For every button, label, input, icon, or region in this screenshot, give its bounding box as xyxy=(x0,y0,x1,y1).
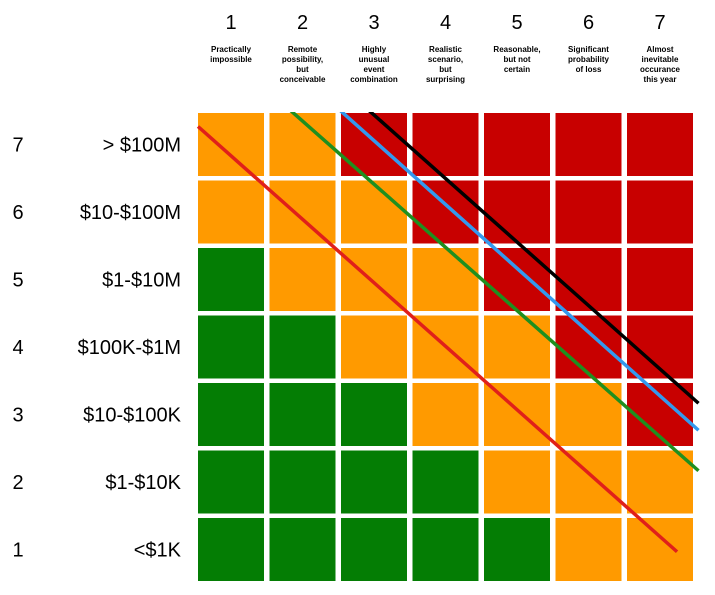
cell-impact1-likelihood3-green xyxy=(341,518,407,581)
cell-impact4-likelihood1-green xyxy=(198,315,264,379)
row-number-3: 3 xyxy=(12,405,23,427)
row-label-5: $1-$10M xyxy=(102,270,181,292)
column-description-1: Practically impossible xyxy=(210,45,252,64)
column-description-7: Almost inevitable occurance this year xyxy=(640,45,681,84)
column-number-7: 7 xyxy=(654,12,665,34)
row-label-6: $10-$100M xyxy=(80,202,181,224)
cell-impact5-likelihood7-red xyxy=(627,248,693,311)
column-number-3: 3 xyxy=(368,12,379,34)
column-headers: 1 Practically impossible 2 Remote possibility… xyxy=(210,12,680,84)
cell-impact7-likelihood1-orange xyxy=(198,113,264,176)
column-description-2: Remote possibility, but conceivable xyxy=(280,45,326,84)
cell-impact6-likelihood6-red xyxy=(555,180,622,244)
row-label-4: $100K-$1M xyxy=(78,337,181,359)
cell-impact6-likelihood2-orange xyxy=(269,180,336,244)
cell-impact1-likelihood7-orange xyxy=(627,518,693,581)
column-description-4: Realistic scenario, but surprising xyxy=(426,45,465,84)
row-headers: 7 > $100M 6 $10-$100M 5 $1-$10M 4 $100K-$1M 3 $10… xyxy=(12,135,181,562)
black-threshold-line xyxy=(368,112,700,405)
cell-impact5-likelihood4-orange xyxy=(412,248,479,311)
cell-impact5-likelihood6-red xyxy=(555,248,622,311)
cell-impact6-likelihood1-orange xyxy=(198,180,264,244)
cell-impact7-likelihood4-red xyxy=(412,113,479,176)
column-number-4: 4 xyxy=(440,12,451,34)
cell-impact4-likelihood2-green xyxy=(269,315,336,379)
cell-impact4-likelihood5-orange xyxy=(484,315,550,379)
red-threshold-line xyxy=(196,125,679,554)
row-number-1: 1 xyxy=(12,540,23,562)
matrix-cells xyxy=(198,113,693,581)
column-number-2: 2 xyxy=(297,12,308,34)
cell-impact2-likelihood5-orange xyxy=(484,450,550,514)
cell-impact5-likelihood2-orange xyxy=(269,248,336,311)
row-number-5: 5 xyxy=(12,270,23,292)
column-description-6: Significant probability of loss xyxy=(568,45,609,74)
cell-impact3-likelihood5-orange xyxy=(484,383,550,446)
cell-impact6-likelihood4-red xyxy=(412,180,479,244)
cell-impact2-likelihood3-green xyxy=(341,450,407,514)
row-number-4: 4 xyxy=(12,337,23,359)
blue-threshold-line xyxy=(339,112,700,432)
cell-impact5-likelihood5-red xyxy=(484,248,550,311)
row-number-6: 6 xyxy=(12,202,23,224)
cell-impact7-likelihood5-red xyxy=(484,113,550,176)
cell-impact7-likelihood7-red xyxy=(627,113,693,176)
green-threshold-line xyxy=(289,112,700,473)
cell-impact2-likelihood6-orange xyxy=(555,450,622,514)
cell-impact2-likelihood7-orange xyxy=(627,450,693,514)
cell-impact3-likelihood3-green xyxy=(341,383,407,446)
cell-impact6-likelihood7-red xyxy=(627,180,693,244)
cell-impact3-likelihood4-orange xyxy=(412,383,479,446)
column-number-5: 5 xyxy=(511,12,522,34)
column-number-6: 6 xyxy=(583,12,594,34)
cell-impact1-likelihood4-green xyxy=(412,518,479,581)
cell-impact7-likelihood3-red xyxy=(341,113,407,176)
column-number-1: 1 xyxy=(225,12,236,34)
row-label-3: $10-$100K xyxy=(83,405,182,427)
column-description-3: Highly unusual event combination xyxy=(350,45,398,84)
row-number-7: 7 xyxy=(12,135,23,157)
cell-impact2-likelihood2-green xyxy=(269,450,336,514)
threshold-lines xyxy=(196,112,700,554)
cell-impact7-likelihood6-red xyxy=(555,113,622,176)
cell-impact1-likelihood1-green xyxy=(198,518,264,581)
row-label-7: > $100M xyxy=(103,135,181,157)
column-description-5: Reasonable, but not certain xyxy=(493,45,540,74)
cell-impact3-likelihood1-green xyxy=(198,383,264,446)
cell-impact7-likelihood2-orange xyxy=(269,113,336,176)
cell-impact6-likelihood5-red xyxy=(484,180,550,244)
cell-impact5-likelihood1-green xyxy=(198,248,264,311)
cell-impact2-likelihood1-green xyxy=(198,450,264,514)
cell-impact2-likelihood4-green xyxy=(412,450,479,514)
cell-impact6-likelihood3-orange xyxy=(341,180,407,244)
cell-impact1-likelihood2-green xyxy=(269,518,336,581)
cell-impact3-likelihood2-green xyxy=(269,383,336,446)
row-number-2: 2 xyxy=(12,472,23,494)
cell-impact4-likelihood3-orange xyxy=(341,315,407,379)
row-label-2: $1-$10K xyxy=(105,472,181,494)
cell-impact1-likelihood5-green xyxy=(484,518,550,581)
row-label-1: <$1K xyxy=(134,540,182,562)
cell-impact1-likelihood6-orange xyxy=(555,518,622,581)
